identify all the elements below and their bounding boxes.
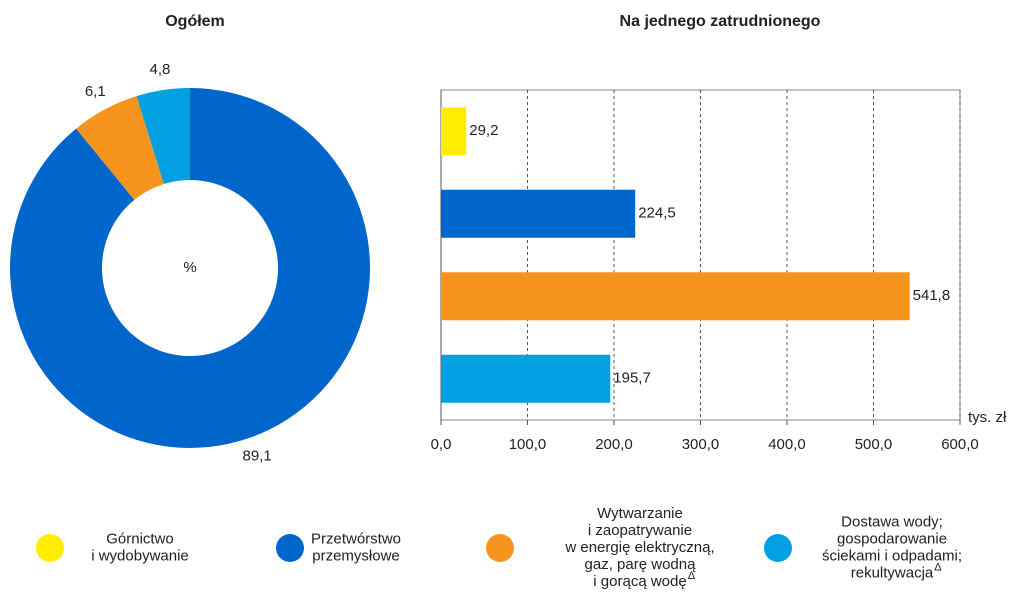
legend-swatch: [486, 534, 514, 562]
donut-slice: [76, 96, 164, 200]
bar-title: Na jednego zatrudnionego: [620, 13, 821, 30]
legend-swatch: [764, 534, 792, 562]
value-label: 89,1: [243, 447, 272, 464]
value-label: 4,8: [150, 61, 171, 78]
value-label: 541,8: [913, 287, 951, 304]
value-label: 224,5: [638, 205, 676, 222]
x-tick-label: 600,0: [941, 436, 979, 453]
x-tick-label: 400,0: [768, 436, 806, 453]
x-tick-label: 300,0: [682, 436, 720, 453]
value-label: 29,2: [469, 122, 498, 139]
x-tick-label: 200,0: [595, 436, 633, 453]
legend-superscript: Δ: [688, 570, 696, 582]
x-tick-label: 100,0: [509, 436, 547, 453]
legend-superscript: Δ: [934, 561, 942, 573]
x-tick-label: 0,0: [431, 436, 452, 453]
bar: [441, 272, 910, 321]
bar: [441, 107, 467, 156]
legend-label: przemysłowe: [312, 547, 400, 564]
legend-label: rekultywacja: [851, 564, 934, 581]
legend-label: w energię elektryczną,: [564, 539, 714, 556]
legend-label: i gorącą wodę: [593, 573, 686, 590]
legend-label: Górnictwo: [106, 530, 174, 547]
legend-label: gospodarowanie: [837, 530, 947, 547]
legend-swatch: [276, 534, 304, 562]
legend-label: Dostawa wody;: [841, 513, 943, 530]
legend-swatch: [36, 534, 64, 562]
donut-slice: [136, 88, 190, 184]
legend-label: Przetwórstwo: [311, 530, 401, 547]
bar: [441, 189, 636, 238]
x-axis-label: tys. zł: [968, 409, 1007, 426]
donut-slice: [9, 88, 371, 448]
x-tick-label: 500,0: [855, 436, 893, 453]
legend-label: i wydobywanie: [91, 547, 189, 564]
bar: [441, 354, 611, 403]
value-label: 195,7: [613, 370, 651, 387]
value-label: 6,1: [85, 83, 106, 100]
center-label: %: [183, 259, 196, 276]
legend-label: ściekami i odpadami;: [822, 547, 962, 564]
legend-label: i zaopatrywanie: [588, 522, 692, 539]
legend-label: Wytwarzanie: [597, 505, 683, 522]
legend-label: gaz, parę wodną: [585, 556, 697, 573]
donut-title: Ogółem: [165, 13, 225, 30]
